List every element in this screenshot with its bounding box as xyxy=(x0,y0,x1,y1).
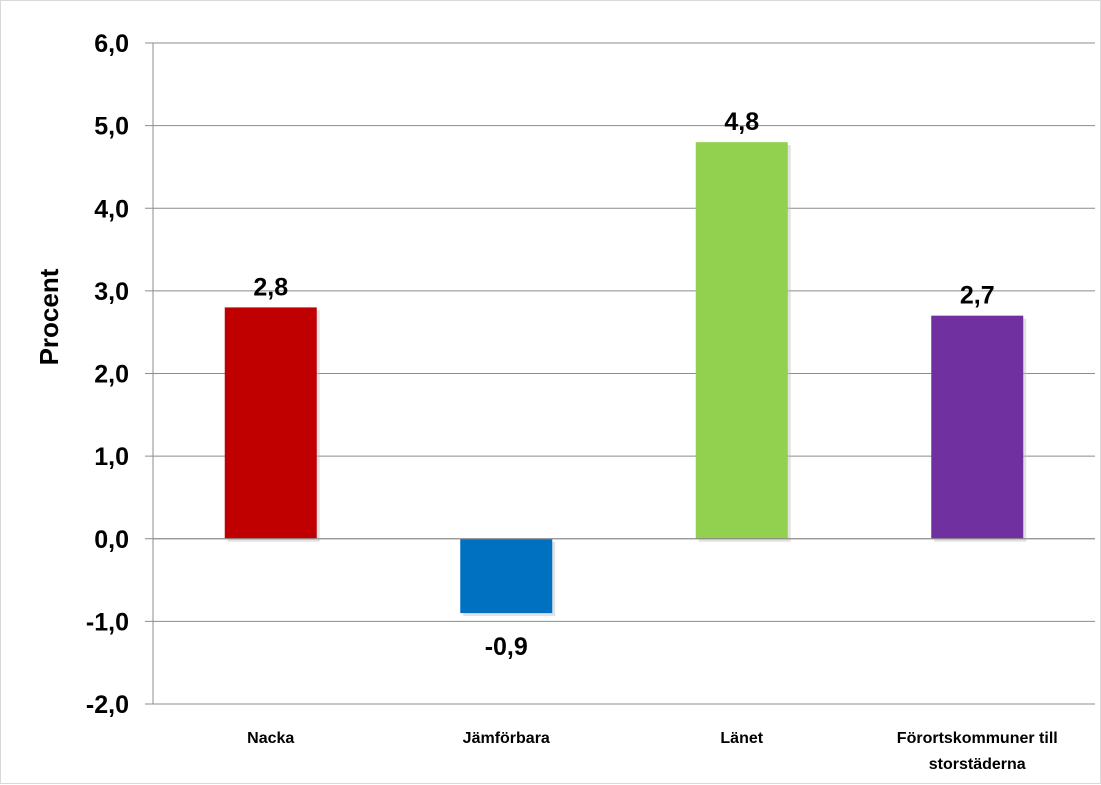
y-tick-label: 2,0 xyxy=(94,361,129,389)
y-tick-labels: 6,0 5,0 4,0 3,0 2,0 1,0 0,0 -1,0 -2,0 xyxy=(86,30,129,719)
data-labels: 2,8 -0,9 4,8 2,7 xyxy=(253,108,994,661)
bars xyxy=(224,142,1027,617)
category-label: Länet xyxy=(720,730,763,747)
y-axis-title: Procent xyxy=(34,268,64,365)
axes xyxy=(145,42,1095,705)
y-tick-label: 1,0 xyxy=(94,443,129,471)
y-tick-label: -2,0 xyxy=(86,691,129,719)
y-tick-label: 0,0 xyxy=(94,526,129,554)
y-tick-label: 3,0 xyxy=(94,278,129,306)
data-label: 4,8 xyxy=(724,108,759,136)
y-tick-label: 6,0 xyxy=(94,30,129,58)
y-tick-label: -1,0 xyxy=(86,608,129,636)
bar xyxy=(931,315,1024,539)
y-tick-label: 5,0 xyxy=(94,113,129,141)
category-labels: Nacka Jämförbara Länet Förortskommuner till… xyxy=(247,730,1058,773)
data-label: 2,7 xyxy=(960,282,995,310)
category-label: storstäderna xyxy=(929,756,1026,773)
category-label: Jämförbara xyxy=(463,730,550,747)
bar xyxy=(460,538,553,614)
data-label: 2,8 xyxy=(253,273,288,301)
y-tick-label: 4,0 xyxy=(94,195,129,223)
data-label: -0,9 xyxy=(485,633,528,661)
bar xyxy=(224,307,317,539)
category-label: Förortskommuner till xyxy=(897,730,1058,747)
category-label: Nacka xyxy=(247,730,294,747)
bar xyxy=(695,142,788,539)
